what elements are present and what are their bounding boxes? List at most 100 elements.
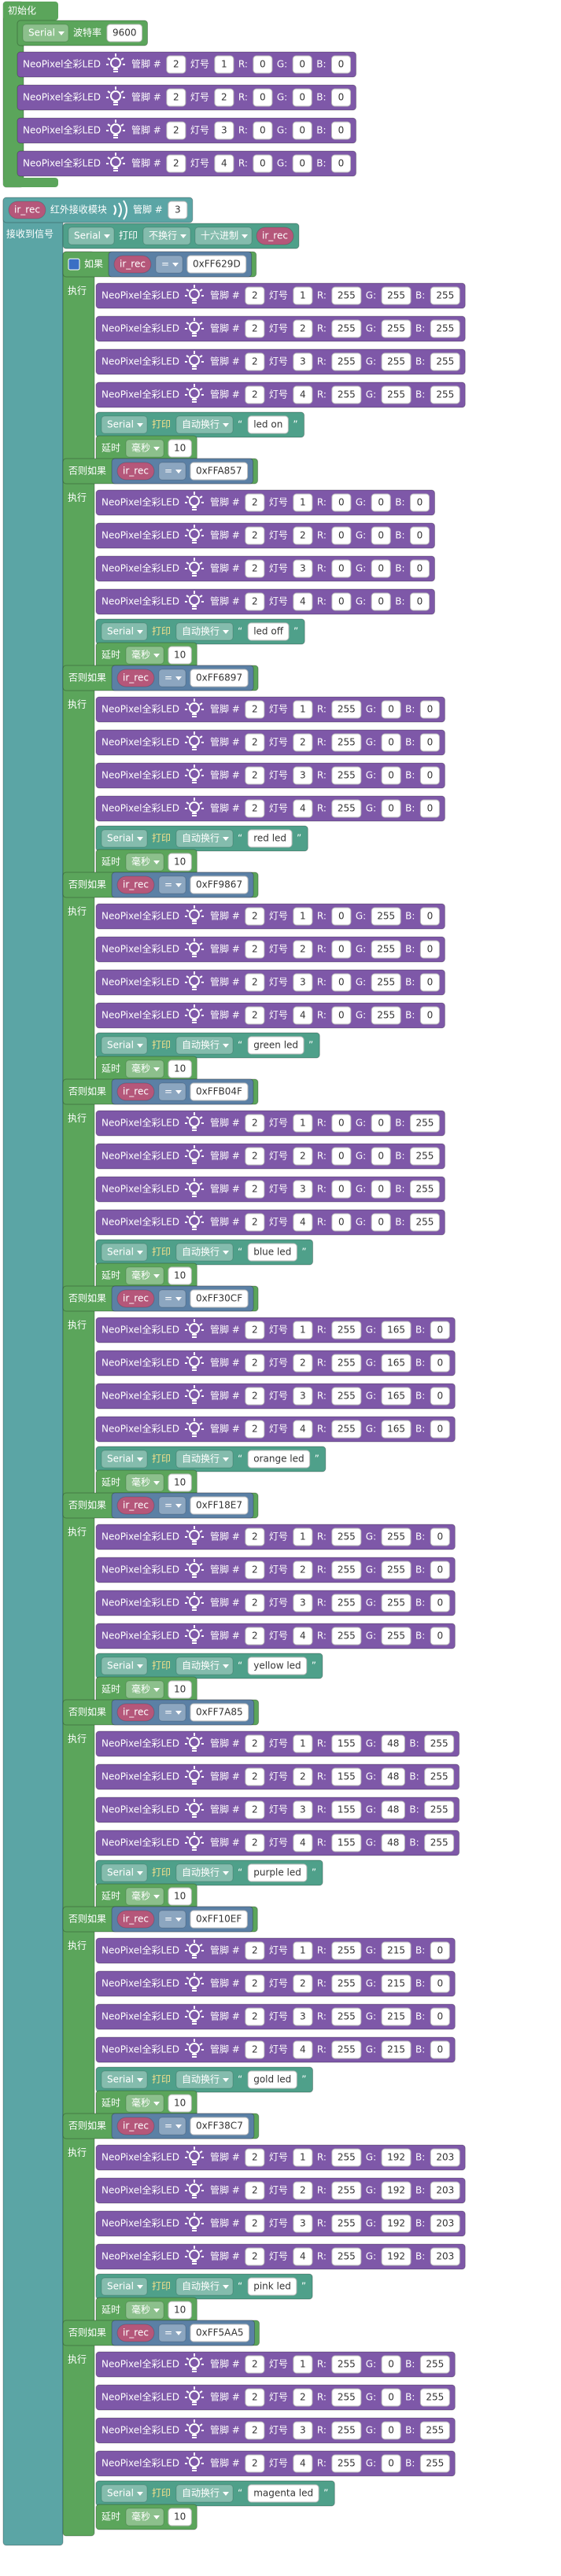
pin-field[interactable]: 2	[252, 1598, 258, 1609]
g-field[interactable]: 0	[388, 2392, 394, 2403]
r-field-box[interactable]	[331, 1420, 362, 1439]
r-field-box[interactable]	[253, 154, 273, 173]
r-field-box[interactable]	[331, 1006, 352, 1025]
r-field[interactable]: 0	[260, 59, 266, 70]
b-field-box[interactable]	[419, 700, 440, 719]
g-field-box[interactable]	[381, 2148, 412, 2167]
mode-dropdown[interactable]: 不换行	[149, 230, 177, 241]
index-field-box[interactable]	[293, 1147, 313, 1166]
serial-dropdown[interactable]: Serial	[107, 1867, 134, 1878]
r-field[interactable]: 0	[338, 1151, 345, 1162]
index-field-box[interactable]	[293, 766, 313, 785]
g-field[interactable]: 0	[388, 2359, 394, 2370]
r-field[interactable]: 155	[338, 1771, 356, 1782]
message-field-box[interactable]	[247, 1657, 308, 1675]
index-field[interactable]: 4	[221, 158, 227, 169]
b-field-box[interactable]	[419, 766, 440, 785]
g-field-box[interactable]	[381, 1833, 405, 1852]
index-field[interactable]: 1	[300, 704, 306, 715]
pin-field-box[interactable]	[245, 907, 265, 926]
pin-field[interactable]: 2	[252, 2011, 258, 2022]
g-field-box[interactable]	[381, 385, 412, 404]
index-field-box[interactable]	[293, 352, 313, 371]
index-field-box[interactable]	[293, 319, 313, 338]
index-field[interactable]: 1	[300, 1325, 306, 1336]
delay-field-box[interactable]	[168, 439, 192, 458]
r-field[interactable]: 155	[338, 1804, 356, 1815]
ir-var[interactable]: ir_rec	[123, 1914, 149, 1925]
pin-field[interactable]: 2	[252, 704, 258, 715]
code-field-box[interactable]	[190, 1910, 248, 1929]
b-field[interactable]: 0	[437, 1564, 443, 1575]
delay-field[interactable]: 10	[174, 443, 186, 454]
index-field-box[interactable]	[293, 286, 313, 305]
index-field-box[interactable]	[214, 55, 234, 74]
pin-field-box[interactable]	[245, 1767, 265, 1786]
index-field-box[interactable]	[293, 1767, 313, 1786]
pin-field[interactable]: 2	[252, 2251, 258, 2262]
unit-dropdown[interactable]: 毫秒	[131, 649, 150, 661]
code-field[interactable]: 0xFF6897	[196, 673, 242, 684]
b-field[interactable]: 255	[416, 1217, 434, 1228]
index-field[interactable]: 4	[300, 1217, 306, 1228]
r-field-box[interactable]	[331, 2355, 362, 2374]
r-field[interactable]: 255	[338, 1424, 356, 1435]
b-field[interactable]: 0	[417, 563, 423, 574]
r-field[interactable]: 255	[338, 1391, 356, 1402]
delay-field[interactable]: 10	[174, 1063, 186, 1074]
pin-field-box[interactable]	[245, 319, 265, 338]
operator-dropdown-box[interactable]	[158, 1703, 186, 1722]
code-field-box[interactable]	[190, 2324, 250, 2342]
pin-field[interactable]: 2	[252, 1184, 258, 1195]
index-field[interactable]: 4	[300, 2044, 306, 2055]
g-field-box[interactable]	[381, 1528, 412, 1546]
b-field-box[interactable]	[430, 1627, 450, 1645]
pin-field-box[interactable]	[245, 592, 265, 611]
newline-dropdown-box[interactable]	[175, 2277, 234, 2296]
b-field-box[interactable]	[430, 2007, 450, 2026]
code-field[interactable]: 0xFF9867	[196, 879, 242, 890]
message-field[interactable]: green led	[253, 1040, 298, 1051]
g-field[interactable]: 165	[387, 1424, 405, 1435]
index-field[interactable]: 2	[300, 323, 306, 334]
g-field-box[interactable]	[371, 559, 391, 578]
r-field-box[interactable]	[331, 1561, 362, 1579]
r-field-box[interactable]	[331, 1354, 362, 1373]
pin-field-box[interactable]	[245, 1941, 265, 1960]
g-field[interactable]: 165	[387, 1391, 405, 1402]
index-field-box[interactable]	[293, 2355, 313, 2374]
code-field-box[interactable]	[190, 1082, 249, 1101]
b-field[interactable]: 255	[436, 356, 454, 367]
b-field-box[interactable]	[419, 973, 440, 992]
b-field-box[interactable]	[430, 2214, 460, 2233]
unit-dropdown-box[interactable]	[125, 853, 164, 872]
operator-dropdown-box[interactable]	[158, 1289, 186, 1308]
r-field-box[interactable]	[331, 1734, 362, 1753]
r-field[interactable]: 255	[338, 1945, 356, 1956]
g-field-box[interactable]	[381, 2214, 412, 2233]
r-field[interactable]: 255	[338, 803, 356, 814]
b-field[interactable]: 0	[427, 770, 434, 781]
r-field-box[interactable]	[331, 352, 362, 371]
b-field[interactable]: 0	[437, 1531, 443, 1542]
operator-dropdown-box[interactable]	[155, 255, 183, 274]
pin-field[interactable]: 2	[173, 92, 179, 103]
index-field-box[interactable]	[293, 559, 313, 578]
g-field[interactable]: 0	[299, 158, 305, 169]
g-field-box[interactable]	[292, 121, 312, 140]
index-field[interactable]: 3	[300, 770, 306, 781]
index-field-box[interactable]	[293, 1528, 313, 1546]
operator-dropdown[interactable]: =	[164, 879, 172, 890]
pin-field-box[interactable]	[245, 733, 265, 752]
r-field-box[interactable]	[331, 973, 352, 992]
index-field-box[interactable]	[293, 2388, 313, 2407]
g-field[interactable]: 255	[387, 323, 405, 334]
b-field[interactable]: 255	[426, 2359, 444, 2370]
g-field-box[interactable]	[381, 1734, 405, 1753]
newline-dropdown-box[interactable]	[175, 1863, 234, 1882]
b-field-box[interactable]	[419, 2454, 450, 2473]
pin-field[interactable]: 2	[252, 1771, 258, 1782]
index-field-box[interactable]	[293, 2214, 313, 2233]
b-field[interactable]: 203	[436, 2152, 454, 2163]
g-field-box[interactable]	[371, 526, 391, 545]
